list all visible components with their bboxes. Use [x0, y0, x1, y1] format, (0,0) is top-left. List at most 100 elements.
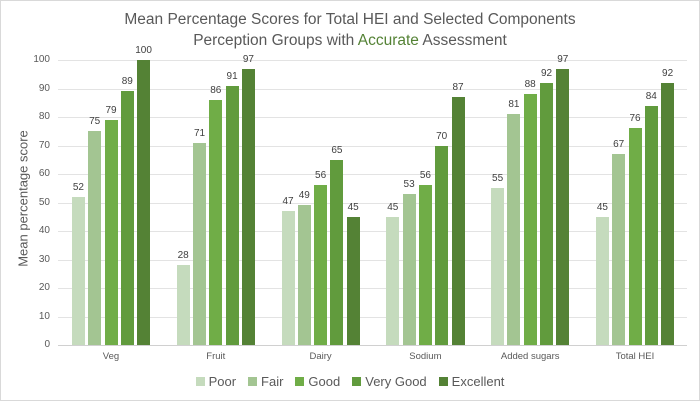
data-label: 87	[452, 82, 464, 94]
data-label: 56	[315, 170, 327, 182]
data-label: 71	[193, 127, 206, 139]
x-category-label: Veg	[102, 351, 120, 362]
gridline	[58, 145, 687, 147]
data-label: 97	[242, 53, 254, 65]
data-label: 86	[210, 84, 222, 96]
legend-item: Very Good	[352, 374, 427, 389]
data-label: 52	[72, 181, 84, 193]
gridline	[58, 231, 687, 232]
bar-excellent	[661, 82, 675, 345]
data-label: 45	[387, 201, 399, 213]
gridline	[58, 117, 687, 118]
data-label: 67	[613, 139, 625, 151]
gridline	[58, 259, 687, 261]
legend-swatch-icon	[352, 377, 362, 386]
plot-area: 0 10 20 30 40 50 60 70 80 90 100 52 75 79 89 100 Veg 28 71…	[33, 45, 687, 362]
accent-word: Accurate	[357, 32, 419, 49]
chart-title-line1: Mean Percentage Scores for Total HEI and…	[124, 11, 576, 28]
x-category-label: Sodium	[409, 351, 442, 362]
bar-very-good	[540, 82, 553, 345]
bar-good	[104, 119, 118, 345]
bar-very-good	[330, 159, 344, 345]
bar-poor	[176, 265, 190, 345]
y-tick-label: 40	[38, 225, 50, 236]
legend-swatch-icon	[195, 377, 205, 386]
legend-swatch-icon	[248, 377, 258, 386]
data-label: 92	[662, 67, 674, 79]
bar-fair	[88, 131, 102, 345]
bar-fair	[297, 205, 311, 345]
legend-label: Good	[308, 374, 341, 389]
data-label: 47	[282, 196, 294, 208]
bar-poor	[491, 188, 505, 345]
legend-item: Excellent	[438, 374, 505, 389]
data-label: 45	[347, 201, 359, 213]
x-category-label: Total HEI	[615, 351, 655, 362]
bar-very-good	[225, 85, 239, 345]
data-label: 97	[557, 53, 569, 65]
y-tick-label: 20	[38, 282, 50, 293]
data-label: 53	[403, 178, 415, 190]
data-label: 79	[105, 104, 117, 116]
bar-very-good	[435, 145, 449, 345]
data-label: 65	[331, 144, 343, 156]
data-label: 49	[298, 190, 310, 202]
legend-label: Excellent	[451, 374, 505, 389]
y-tick-label: 10	[38, 310, 50, 322]
bar-excellent	[451, 97, 465, 345]
bar-fair	[402, 193, 416, 345]
bar-good	[418, 185, 432, 345]
legend-label: Poor	[208, 374, 237, 389]
legend: Poor Fair Good Very Good Excellent	[0, 374, 700, 389]
y-tick-label: 0	[44, 339, 50, 350]
data-label: 91	[226, 70, 238, 82]
bar-fair	[507, 114, 521, 345]
data-label: 92	[540, 67, 553, 79]
chart-title: Mean Percentage Scores for Total HEI and…	[0, 9, 700, 51]
bar-excellent	[137, 60, 151, 345]
chart-title-line2: Perception Groups with Accurate Assessme…	[193, 32, 507, 49]
gridline	[58, 60, 687, 61]
bar-fair	[612, 154, 626, 345]
legend-swatch-icon	[295, 377, 305, 386]
bar-good	[628, 128, 642, 345]
legend-item: Fair	[248, 374, 283, 389]
data-label: 88	[524, 79, 536, 91]
gridline	[58, 88, 687, 90]
bar-good	[523, 94, 537, 345]
y-tick-label: 100	[33, 54, 50, 65]
x-category-label: Dairy	[309, 351, 332, 362]
x-category-label: Fruit	[206, 351, 226, 362]
data-label: 70	[436, 130, 448, 142]
bar-excellent	[241, 68, 255, 345]
data-label: 45	[596, 201, 608, 213]
bar-fair	[193, 142, 206, 345]
data-label: 56	[419, 170, 431, 182]
data-label: 55	[492, 173, 504, 185]
bar-excellent	[556, 68, 570, 345]
bar-poor	[386, 216, 400, 345]
x-category-label: Added sugars	[500, 351, 560, 362]
bar-poor	[281, 211, 295, 345]
legend-item: Good	[295, 374, 340, 389]
legend-swatch-icon	[438, 377, 448, 386]
bar-very-good	[120, 91, 134, 345]
gridline	[58, 288, 687, 289]
gridline	[58, 174, 687, 175]
legend-item: Poor	[195, 374, 237, 389]
gridline	[58, 316, 687, 318]
bar-poor	[71, 196, 85, 345]
y-tick-label: 50	[38, 196, 50, 208]
data-label: 75	[89, 116, 101, 128]
data-label: 100	[135, 45, 152, 56]
data-label: 28	[177, 250, 189, 262]
y-tick-label: 90	[38, 82, 50, 94]
legend-label: Very Good	[365, 374, 427, 389]
bar-very-good	[644, 105, 658, 345]
data-label: 76	[629, 113, 641, 125]
y-tick-label: 60	[38, 168, 50, 179]
legend-label: Fair	[261, 374, 284, 389]
data-label: 84	[645, 90, 657, 102]
y-tick-label: 30	[38, 253, 50, 265]
bar-excellent	[346, 216, 360, 345]
